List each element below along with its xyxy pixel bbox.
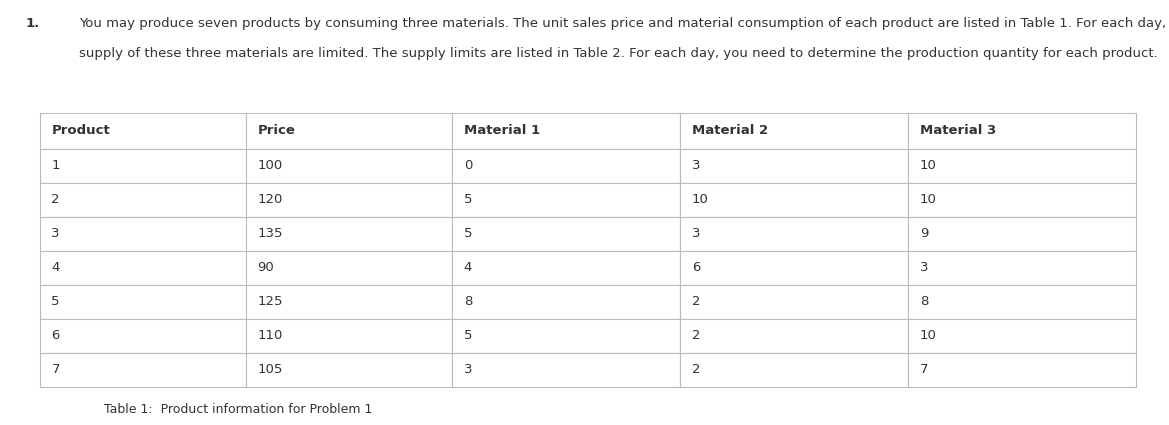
Bar bbox=[40, 251, 245, 285]
Bar bbox=[908, 319, 1136, 353]
Bar bbox=[245, 113, 452, 149]
Bar bbox=[40, 217, 245, 251]
Text: 110: 110 bbox=[257, 329, 283, 342]
Bar bbox=[680, 149, 908, 183]
Text: 6: 6 bbox=[51, 329, 60, 342]
Text: 5: 5 bbox=[464, 193, 472, 206]
Bar bbox=[245, 149, 452, 183]
Bar bbox=[908, 251, 1136, 285]
Bar bbox=[245, 183, 452, 217]
Text: 3: 3 bbox=[692, 227, 700, 240]
Text: 5: 5 bbox=[464, 227, 472, 240]
Text: 10: 10 bbox=[920, 329, 936, 342]
Bar bbox=[452, 217, 680, 251]
Bar bbox=[908, 285, 1136, 319]
Bar bbox=[452, 183, 680, 217]
Bar bbox=[245, 285, 452, 319]
Text: 5: 5 bbox=[464, 329, 472, 342]
Text: 100: 100 bbox=[257, 159, 283, 172]
Bar bbox=[908, 183, 1136, 217]
Text: 1: 1 bbox=[51, 159, 60, 172]
Text: Material 2: Material 2 bbox=[692, 124, 768, 137]
Text: 1.: 1. bbox=[26, 17, 40, 30]
Text: 3: 3 bbox=[464, 363, 472, 376]
Text: supply of these three materials are limited. The supply limits are listed in Tab: supply of these three materials are limi… bbox=[79, 47, 1158, 60]
Bar bbox=[680, 183, 908, 217]
Bar bbox=[40, 113, 245, 149]
Bar bbox=[908, 113, 1136, 149]
Text: 7: 7 bbox=[920, 363, 928, 376]
Text: 4: 4 bbox=[51, 261, 60, 274]
Bar bbox=[680, 217, 908, 251]
Bar bbox=[908, 353, 1136, 387]
Bar bbox=[452, 251, 680, 285]
Text: 8: 8 bbox=[920, 295, 928, 308]
Text: 10: 10 bbox=[692, 193, 708, 206]
Text: 2: 2 bbox=[692, 363, 700, 376]
Bar bbox=[245, 353, 452, 387]
Bar bbox=[680, 285, 908, 319]
Bar bbox=[680, 251, 908, 285]
Bar bbox=[40, 183, 245, 217]
Bar bbox=[40, 353, 245, 387]
Text: 0: 0 bbox=[464, 159, 472, 172]
Bar bbox=[452, 113, 680, 149]
Bar bbox=[680, 319, 908, 353]
Text: 105: 105 bbox=[257, 363, 283, 376]
Bar bbox=[908, 217, 1136, 251]
Text: 3: 3 bbox=[920, 261, 928, 274]
Bar bbox=[680, 353, 908, 387]
Bar bbox=[40, 285, 245, 319]
Text: 5: 5 bbox=[51, 295, 60, 308]
Text: Price: Price bbox=[257, 124, 296, 137]
Text: 6: 6 bbox=[692, 261, 700, 274]
Bar bbox=[680, 113, 908, 149]
Text: 7: 7 bbox=[51, 363, 60, 376]
Text: 3: 3 bbox=[692, 159, 700, 172]
Text: You may produce seven products by consuming three materials. The unit sales pric: You may produce seven products by consum… bbox=[79, 17, 1169, 30]
Bar bbox=[245, 217, 452, 251]
Text: 8: 8 bbox=[464, 295, 472, 308]
Bar bbox=[452, 353, 680, 387]
Text: Material 1: Material 1 bbox=[464, 124, 540, 137]
Text: Product: Product bbox=[51, 124, 110, 137]
Text: 2: 2 bbox=[692, 329, 700, 342]
Bar bbox=[245, 319, 452, 353]
Bar bbox=[40, 319, 245, 353]
Bar bbox=[452, 319, 680, 353]
Bar bbox=[452, 149, 680, 183]
Text: 9: 9 bbox=[920, 227, 928, 240]
Text: 90: 90 bbox=[257, 261, 275, 274]
Text: Material 3: Material 3 bbox=[920, 124, 996, 137]
Text: 120: 120 bbox=[257, 193, 283, 206]
Text: 125: 125 bbox=[257, 295, 283, 308]
Bar bbox=[908, 149, 1136, 183]
Text: 2: 2 bbox=[51, 193, 60, 206]
Bar bbox=[245, 251, 452, 285]
Bar bbox=[452, 285, 680, 319]
Text: 10: 10 bbox=[920, 193, 936, 206]
Text: Table 1:  Product information for Problem 1: Table 1: Product information for Problem… bbox=[104, 403, 373, 416]
Text: 3: 3 bbox=[51, 227, 60, 240]
Text: 135: 135 bbox=[257, 227, 283, 240]
Text: 2: 2 bbox=[692, 295, 700, 308]
Bar bbox=[40, 149, 245, 183]
Text: 4: 4 bbox=[464, 261, 472, 274]
Text: 10: 10 bbox=[920, 159, 936, 172]
